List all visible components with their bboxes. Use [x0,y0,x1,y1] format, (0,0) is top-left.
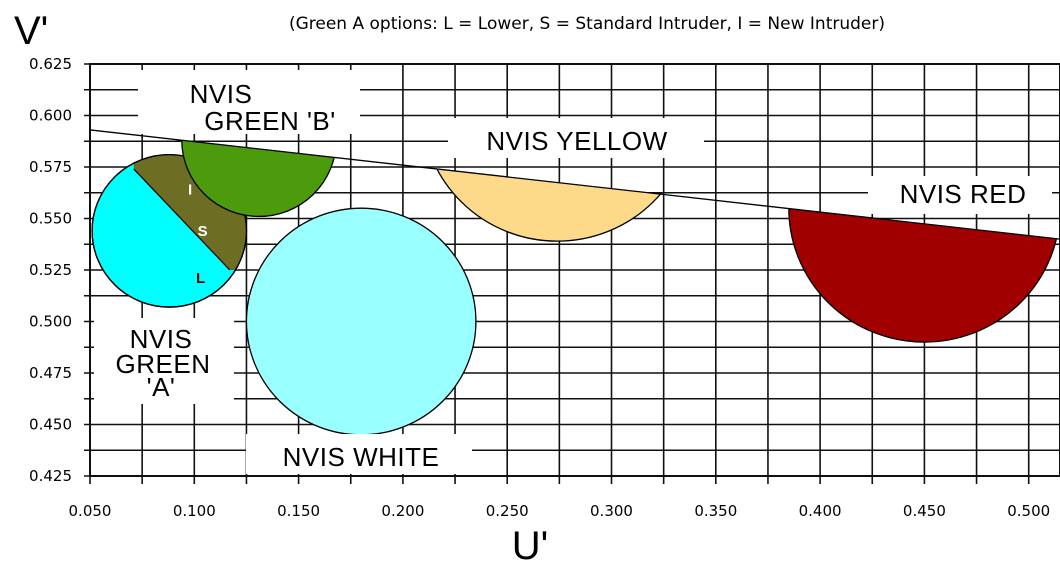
y-tick-label: 0.575 [29,158,72,176]
label-line: NVIS YELLOW [486,126,667,156]
green-a-divider [133,168,231,271]
x-tick-label: 0.200 [381,502,424,520]
label-background [94,318,234,404]
label-background [868,176,1052,214]
label-line: 'A' [147,372,176,402]
label-nvis-yellow: NVIS YELLOW [448,118,704,158]
green-a-option-s: S [198,223,208,240]
boundary-line [89,129,1060,240]
x-tick-label: 0.400 [799,502,842,520]
label-line: GREEN 'B' [204,106,335,136]
regions [89,129,1060,436]
y-tick-label: 0.475 [29,364,72,382]
x-tick-label: 0.150 [277,502,320,520]
label-line: NVIS [130,324,193,354]
green-a-option-i: I [188,182,192,199]
label-background [448,118,704,158]
y-tick-label: 0.425 [29,467,72,485]
y-tick-label: 0.450 [29,416,72,434]
region-green-a-outline [91,153,248,308]
x-axis-title: U' [512,524,549,561]
label-background [246,434,472,474]
y-tick-label: 0.550 [29,210,72,228]
label-line: NVIS RED [900,179,1027,209]
x-tick-label: 0.500 [1007,502,1050,520]
green-a-options-note: (Green A options: L = Lower, S = Standar… [289,14,885,34]
x-tick-label: 0.350 [694,502,737,520]
tick-labels: 0.050 0.100 0.150 0.200 0.250 0.300 0.350 0.400… [29,55,1050,520]
x-tick-label: 0.100 [173,502,216,520]
label-nvis-white: NVIS WHITE [246,434,472,474]
x-tick-label: 0.050 [69,502,112,520]
label-line: NVIS WHITE [283,442,440,472]
label-background [138,70,360,134]
x-tick-label: 0.300 [590,502,633,520]
y-axis-title: V' [14,9,48,53]
x-tick-label: 0.450 [903,502,946,520]
y-tick-label: 0.525 [29,261,72,279]
y-tick-label: 0.600 [29,107,72,125]
label-nvis-red: NVIS RED [868,176,1052,214]
label-line: GREEN [116,349,211,379]
region-nvis-white [245,207,477,436]
label-line: NVIS [190,79,253,109]
green-a-option-l: L [196,270,205,287]
y-tick-label: 0.500 [29,313,72,331]
y-tick-label: 0.625 [29,55,72,73]
x-tick-label: 0.250 [486,502,529,520]
